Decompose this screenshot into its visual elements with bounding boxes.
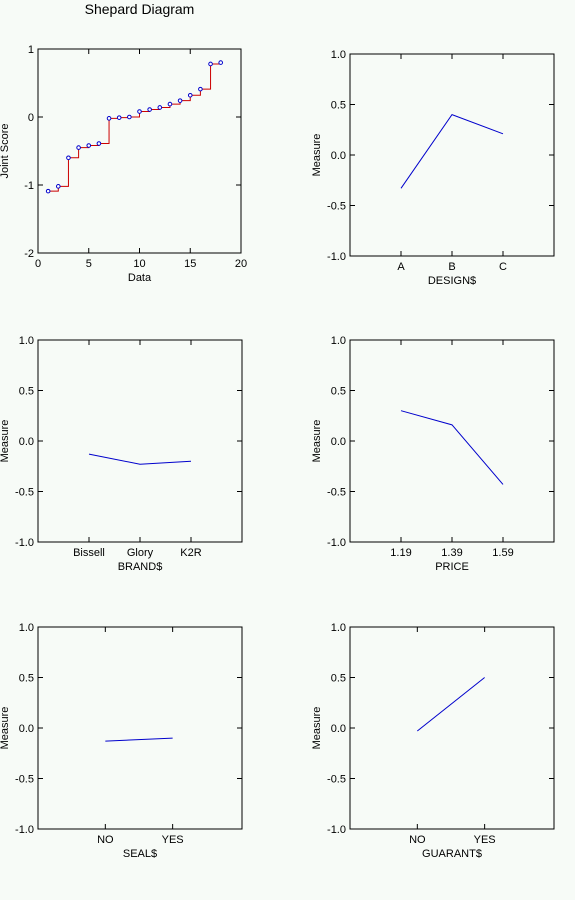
y-axis-label: Joint Score (0, 123, 11, 178)
data-point (116, 115, 122, 120)
chart-panel-6: -1.0 -0.5 0.0 0.5 1.0 GUARANT$ Measure NO YES (311, 622, 555, 860)
y-tick-label: -1.0 (327, 537, 346, 549)
y-tick-label: -1.0 (327, 251, 346, 263)
y-axis-label: Measure (311, 707, 323, 750)
data-point (106, 116, 112, 121)
x-axis-label: DESIGN$ (428, 275, 476, 287)
chart-panel-1: -2 -1 0 1 Shepard Diagram Data Joint Score 0 5 10… (0, 1, 247, 284)
series-line (400, 410, 504, 485)
x-axis-label: PRICE (435, 561, 469, 573)
y-tick-label: 1.0 (331, 49, 346, 61)
step-line (48, 62, 222, 192)
y-tick-label: 0 (28, 112, 34, 124)
x-axis-label: BRAND$ (118, 561, 163, 573)
data-point (76, 145, 81, 150)
x-tick-label: NO (409, 834, 426, 846)
x-tick-label: 10 (133, 258, 145, 270)
y-tick-label: -1.0 (15, 537, 34, 549)
y-tick-label: -0.5 (327, 774, 346, 786)
x-tick-label: 15 (184, 258, 196, 270)
x-tick-label: NO (97, 834, 114, 846)
y-tick-label: -1.0 (15, 824, 34, 836)
data-point (157, 105, 163, 110)
chart-panel-5: -1.0 -0.5 0.0 0.5 1.0 SEAL$ Measure NO YES (0, 622, 243, 860)
y-tick-label: 0.0 (331, 723, 346, 735)
y-tick-label: 1.0 (331, 335, 346, 347)
x-tick-label: 20 (235, 258, 247, 270)
data-point (167, 101, 173, 107)
x-tick-label: 1.19 (390, 547, 411, 559)
x-tick-label: C (499, 261, 507, 273)
chart-panel-3: -1.0 -0.5 0.0 0.5 1.0 BRAND$ Measure Bissell Glo… (0, 335, 243, 573)
y-axis-label: Measure (311, 420, 323, 463)
y-tick-label: 0.5 (19, 386, 34, 398)
series-line (417, 677, 485, 732)
data-point (56, 184, 61, 189)
y-tick-label: 0.0 (19, 723, 34, 735)
x-axis-label: Data (128, 272, 152, 284)
chart-title: Shepard Diagram (85, 1, 195, 17)
data-point (177, 98, 183, 103)
data-point (218, 60, 223, 65)
series-line (88, 453, 192, 465)
data-point (198, 86, 203, 92)
data-point (187, 92, 193, 98)
y-tick-label: 1.0 (19, 622, 34, 634)
data-point (208, 61, 213, 67)
x-tick-label: 1.39 (441, 547, 462, 559)
x-tick-label: K2R (180, 547, 201, 559)
y-tick-label: -2 (24, 248, 34, 260)
y-tick-label: 0.5 (19, 673, 34, 685)
y-tick-label: 0.0 (331, 436, 346, 448)
chart-panel-2: -1.0 -0.5 0.0 0.5 1.0 DESIGN$ Measure A B C (311, 49, 555, 287)
x-axis-label: GUARANT$ (422, 848, 482, 860)
x-tick-label: A (397, 261, 405, 273)
y-tick-label: -0.5 (15, 487, 34, 499)
y-tick-label: 0.5 (331, 673, 346, 685)
y-tick-label: -0.5 (15, 774, 34, 786)
series-line (400, 113, 504, 189)
chart-panel-4: -1.0 -0.5 0.0 0.5 1.0 PRICE Measure 1.19 1.39 1.5… (311, 335, 555, 573)
data-point (45, 188, 51, 194)
y-tick-label: 0.5 (331, 386, 346, 398)
data-point (127, 114, 132, 120)
x-axis-label: SEAL$ (123, 848, 157, 860)
data-point (147, 107, 152, 112)
plot-frame (349, 53, 555, 257)
y-tick-label: -1.0 (327, 824, 346, 836)
x-tick-label: 0 (35, 258, 41, 270)
x-tick-label: Bissell (73, 547, 105, 559)
data-point (96, 141, 102, 146)
plot-frame (349, 626, 555, 830)
x-tick-label: Glory (127, 547, 154, 559)
y-tick-label: -0.5 (327, 487, 346, 499)
y-axis-label: Measure (0, 707, 11, 750)
series-line (105, 737, 173, 742)
data-point (137, 109, 142, 114)
data-point (86, 143, 92, 148)
plot-frame (37, 339, 243, 543)
y-tick-label: 0.5 (331, 100, 346, 112)
plot-frame (349, 339, 555, 543)
y-tick-label: 1.0 (331, 622, 346, 634)
x-tick-label: 1.59 (492, 547, 513, 559)
x-tick-label: YES (162, 834, 184, 846)
x-tick-label: YES (474, 834, 496, 846)
y-tick-label: -0.5 (327, 201, 346, 213)
y-axis-label: Measure (0, 420, 11, 463)
plot-frame (37, 626, 243, 830)
y-tick-label: 0.0 (19, 436, 34, 448)
y-tick-label: -1 (24, 180, 34, 192)
data-point (66, 155, 71, 161)
y-tick-label: 1 (28, 44, 34, 56)
x-tick-label: 5 (86, 258, 92, 270)
x-tick-label: B (448, 261, 455, 273)
y-axis-label: Measure (311, 134, 323, 177)
y-tick-label: 0.0 (331, 150, 346, 162)
y-tick-label: 1.0 (19, 335, 34, 347)
